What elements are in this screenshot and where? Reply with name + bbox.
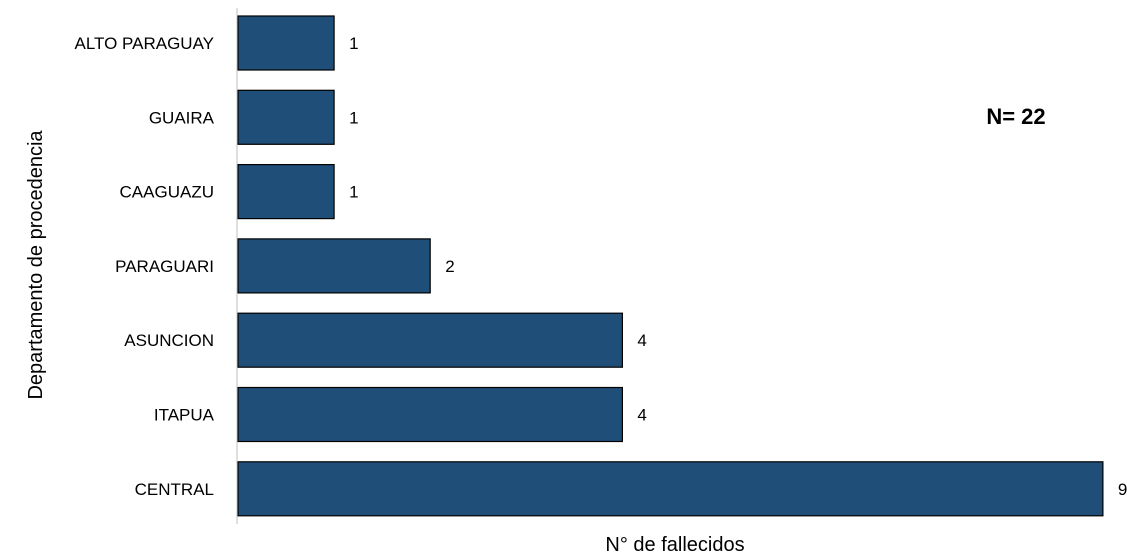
category-label-itapua: ITAPUA <box>154 406 215 425</box>
value-label-guaira: 1 <box>349 108 358 127</box>
bar-central <box>237 461 1104 517</box>
category-label-alto-paraguay: ALTO PARAGUAY <box>74 34 214 53</box>
value-label-caaguazu: 1 <box>349 183 358 202</box>
value-label-asuncion: 4 <box>637 331 646 350</box>
category-label-asuncion: ASUNCION <box>124 331 214 350</box>
bars-layer <box>237 15 1104 517</box>
bar-asuncion <box>237 312 623 368</box>
bar-guaira <box>237 89 335 145</box>
y-axis-title: Departamento de procedencia <box>25 130 47 400</box>
bar-itapua <box>237 386 623 443</box>
bar-paraguari <box>237 238 431 294</box>
bar-caaguazu <box>237 164 335 220</box>
x-axis-title: N° de fallecidos <box>605 534 744 556</box>
labels-layer: ALTO PARAGUAY 1 GUAIRA 1 CAAGUAZU 1 PARAGUARI 2… <box>74 34 1127 499</box>
value-label-alto-paraguay: 1 <box>349 34 358 53</box>
category-label-central: CENTRAL <box>135 480 214 499</box>
value-label-paraguari: 2 <box>445 257 454 276</box>
sample-size-annotation: N= 22 <box>986 104 1045 129</box>
value-label-central: 9 <box>1118 480 1127 499</box>
category-label-caaguazu: CAAGUAZU <box>120 183 214 202</box>
category-label-paraguari: PARAGUARI <box>115 257 214 276</box>
category-label-guaira: GUAIRA <box>149 108 215 127</box>
value-label-itapua: 4 <box>637 406 646 425</box>
bar-alto-paraguay <box>237 15 335 71</box>
